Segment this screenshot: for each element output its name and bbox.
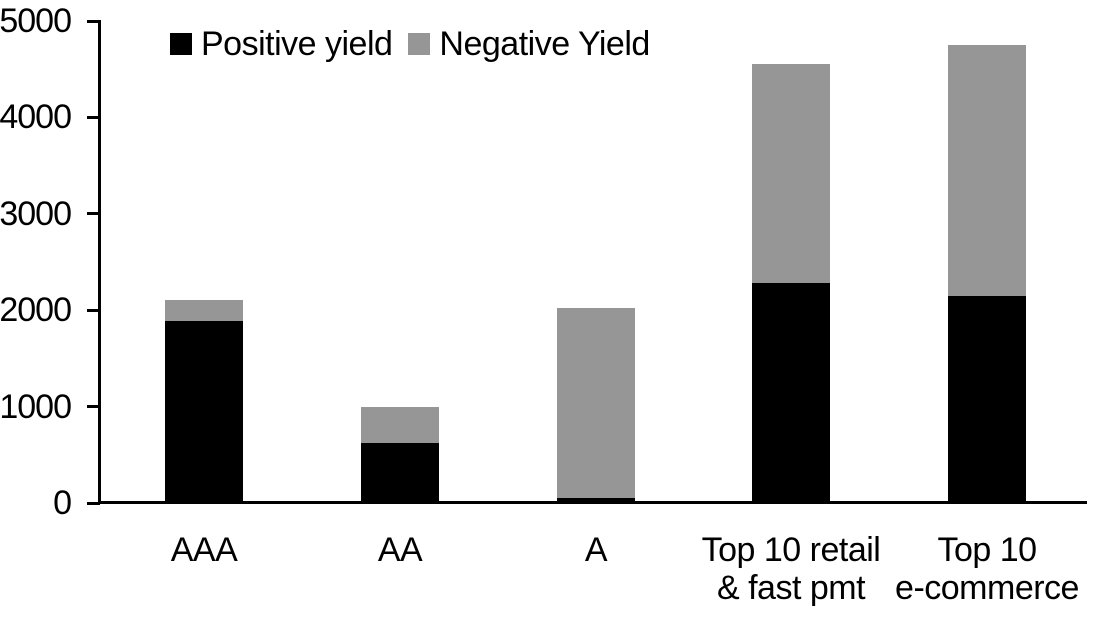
x-axis-category-label: AAA [54, 531, 354, 569]
legend-swatch [408, 33, 431, 55]
y-axis-tick-label: 5000 [0, 2, 72, 40]
bar-segment-positive-yield [752, 283, 830, 503]
y-axis-tick-mark [87, 308, 100, 312]
x-axis-category-label-line: AAA [170, 531, 238, 569]
x-axis-category-label-line: A [584, 531, 608, 569]
y-axis-tick-label: 1000 [0, 387, 72, 426]
y-axis-line [98, 20, 101, 504]
x-axis-category-label-line: & fast pmt [716, 569, 866, 607]
legend-label: Positive yield [201, 25, 393, 63]
y-axis-tick-label: 0 [53, 484, 72, 522]
bar-segment-negative-yield [165, 299, 243, 321]
y-axis-tick-mark [87, 115, 100, 119]
bar-segment-negative-yield [557, 307, 635, 499]
x-axis-category-label-line: Top 10 retail [701, 531, 881, 569]
legend-label: Negative Yield [439, 25, 650, 63]
chart-legend: Positive yield Negative Yield [170, 24, 650, 64]
y-axis-tick-mark [87, 212, 100, 216]
legend-swatch [170, 33, 192, 55]
bar-segment-negative-yield [361, 406, 439, 444]
bar-segment-positive-yield [165, 320, 243, 503]
x-axis-category-label: A [446, 531, 746, 569]
x-axis-category-label: Top 10 retail & fast pmt [641, 531, 941, 607]
bar-segment-positive-yield [948, 295, 1026, 503]
y-axis-tick-mark [87, 405, 100, 409]
legend-item: Positive yield [170, 24, 393, 64]
bar-segment-negative-yield [752, 64, 830, 284]
x-axis-category-label-line: e-commerce [895, 569, 1079, 607]
x-axis-category-label-line: Top 10 [937, 531, 1037, 569]
y-axis-tick-mark [87, 19, 100, 23]
x-axis-category-label-line: AA [377, 531, 423, 569]
legend-item: Negative Yield [408, 24, 650, 64]
bar-segment-negative-yield [948, 45, 1026, 296]
bar-segment-positive-yield [557, 498, 635, 503]
y-axis-tick-mark [87, 501, 100, 505]
x-axis-category-label: AA [250, 531, 550, 569]
y-axis-tick-label: 4000 [0, 98, 72, 137]
y-axis-tick-label: 2000 [0, 291, 72, 330]
x-axis-category-label: Top 10 e-commerce [837, 531, 1102, 607]
bar-segment-positive-yield [361, 443, 439, 503]
y-axis-tick-label: 3000 [0, 194, 72, 233]
